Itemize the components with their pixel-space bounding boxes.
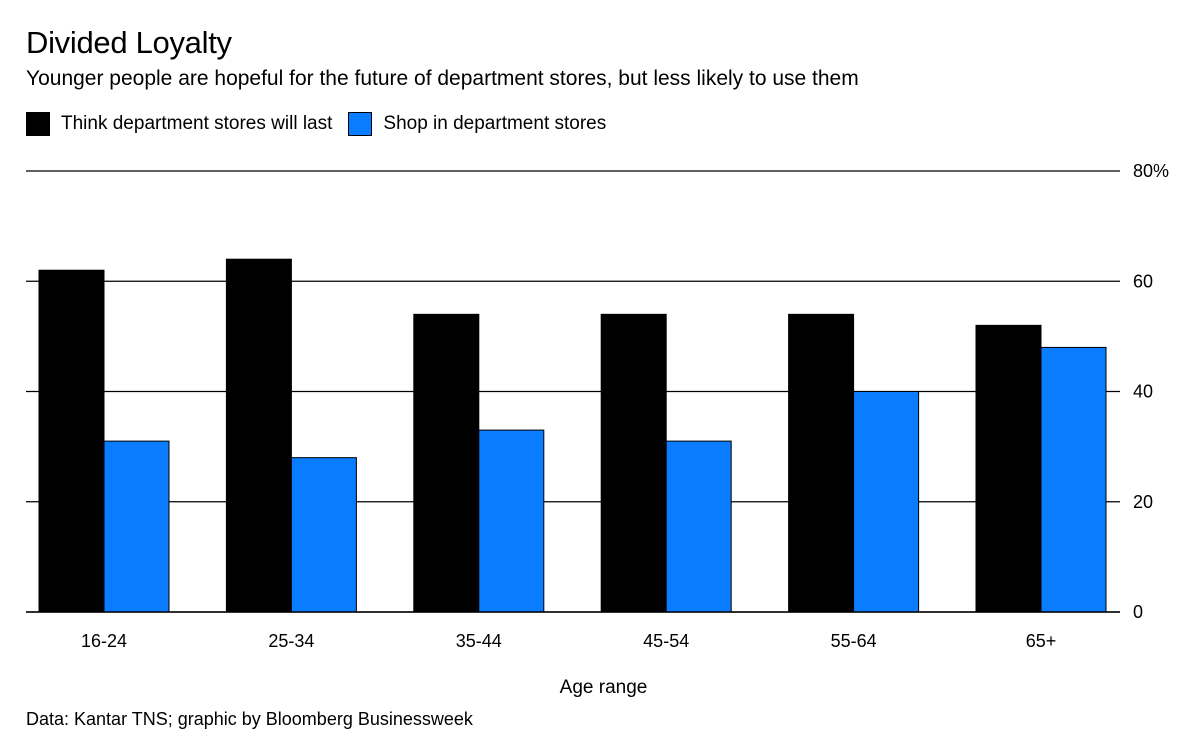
bar-shop-25-34 [290, 457, 357, 613]
y-tick-label-20: 20 [1133, 492, 1153, 512]
chart-subtitle: Younger people are hopeful for the futur… [26, 67, 859, 90]
y-tick-label-0: 0 [1133, 602, 1143, 622]
legend-label-shop: Shop in department stores [383, 113, 607, 134]
legend-label-think-last: Think department stores will last [61, 113, 333, 134]
bar-think-last-16-24 [38, 269, 105, 613]
x-axis-label: Age range [559, 677, 648, 698]
source-note: Data: Kantar TNS; graphic by Bloomberg B… [26, 709, 473, 729]
x-tick-label-45-54: 45-54 [643, 631, 689, 651]
y-tick-label-40: 40 [1133, 382, 1153, 402]
bar-think-last-45-54 [600, 313, 667, 613]
legend-item-shop: Shop in department stores [348, 111, 606, 137]
bar-think-last-55-64 [788, 313, 855, 613]
x-tick-label-55-64: 55-64 [831, 631, 877, 651]
legend-item-think-last: Think department stores will last [26, 111, 332, 137]
bar-think-last-25-34 [225, 258, 292, 613]
bar-shop-45-54 [665, 440, 732, 613]
legend: Think department stores will last Shop i… [26, 111, 622, 137]
bar-shop-55-64 [853, 391, 920, 613]
chart-title: Divided Loyalty [26, 25, 232, 60]
y-tick-label-60: 60 [1133, 271, 1153, 291]
bar-think-last-65+ [975, 324, 1042, 613]
y-tick-label-80: 80% [1133, 161, 1169, 181]
bar-shop-35-44 [478, 429, 545, 613]
bar-shop-16-24 [103, 440, 170, 613]
legend-swatch-black [26, 112, 50, 136]
x-tick-label-65+: 65+ [1026, 631, 1057, 651]
legend-swatch-blue [348, 112, 373, 136]
x-tick-label-25-34: 25-34 [268, 631, 314, 651]
x-tick-label-16-24: 16-24 [81, 631, 127, 651]
x-tick-label-35-44: 35-44 [456, 631, 502, 651]
bar-think-last-35-44 [413, 313, 480, 613]
bar-shop-65+ [1040, 346, 1107, 613]
